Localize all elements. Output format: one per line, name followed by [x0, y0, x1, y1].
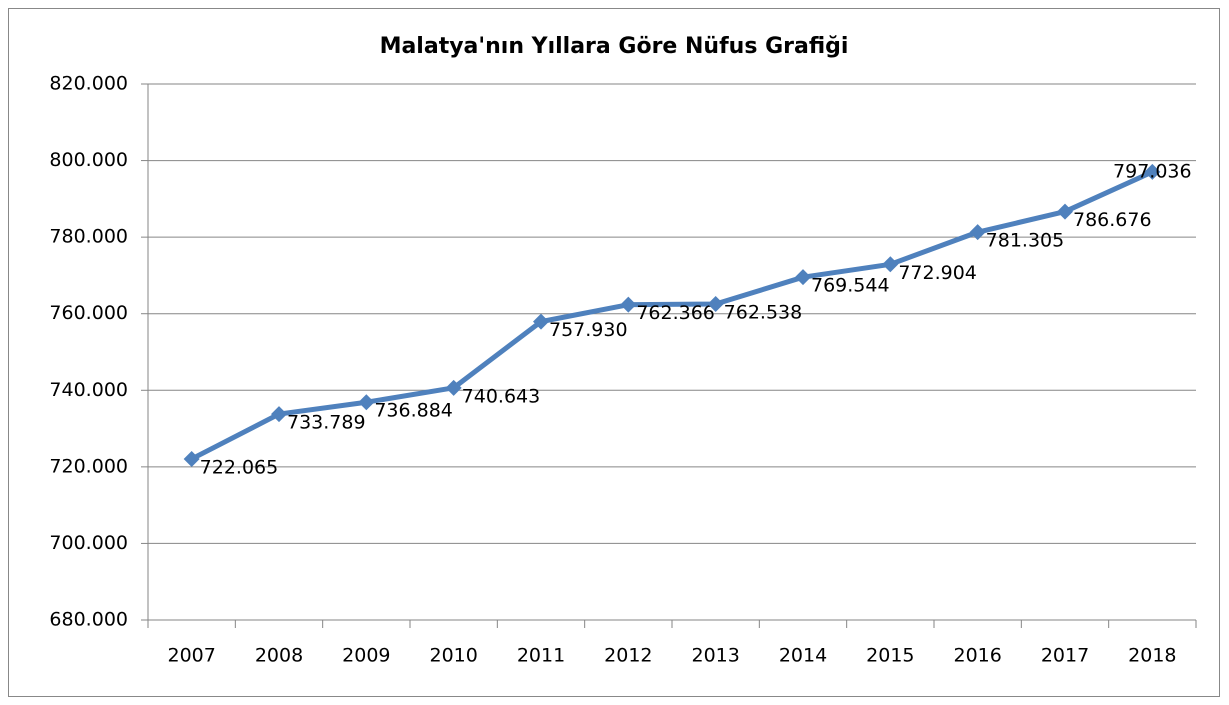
marker — [882, 256, 899, 273]
data-label: 762.538 — [724, 301, 803, 323]
data-label: 797.036 — [1113, 160, 1192, 182]
x-tick-label: 2011 — [517, 645, 565, 667]
x-tick-label: 2013 — [691, 645, 739, 667]
x-tick-label: 2016 — [953, 645, 1001, 667]
marker — [707, 295, 724, 312]
marker — [445, 379, 462, 396]
data-label: 772.904 — [898, 262, 977, 284]
marker — [1057, 203, 1073, 220]
marker — [795, 269, 811, 286]
x-tick-label: 2007 — [167, 645, 215, 667]
data-label: 722.065 — [200, 456, 279, 478]
data-label: 757.930 — [549, 319, 628, 341]
chart-border — [8, 8, 1220, 697]
data-label: 740.643 — [462, 385, 541, 407]
x-tick-label: 2008 — [255, 645, 303, 667]
data-label: 762.366 — [636, 302, 715, 324]
data-label: 769.544 — [811, 275, 890, 297]
chart-title: Malatya'nın Yıllara Göre Nüfus Grafiği — [380, 34, 849, 59]
x-tick-label: 2017 — [1041, 645, 1089, 667]
y-tick-label: 700.000 — [49, 532, 128, 554]
data-label: 786.676 — [1073, 209, 1152, 231]
y-tick-label: 740.000 — [49, 379, 128, 401]
marker — [183, 450, 200, 467]
line — [190, 169, 1154, 462]
x-tick-label: 2009 — [342, 645, 390, 667]
marker — [620, 296, 637, 313]
marker — [358, 394, 375, 411]
x-tick-label: 2012 — [604, 645, 652, 667]
y-tick-label: 680.000 — [49, 609, 128, 631]
y-tick-label: 720.000 — [49, 455, 128, 477]
x-tick-label: 2018 — [1128, 645, 1176, 667]
marker — [1144, 163, 1161, 180]
data-label: 736.884 — [374, 400, 453, 422]
x-tick-label: 2010 — [429, 645, 477, 667]
marker — [533, 313, 549, 330]
data-label: 781.305 — [986, 230, 1065, 252]
y-tick-label: 780.000 — [49, 226, 128, 248]
x-tick-label: 2015 — [866, 645, 914, 667]
y-tick-label: 760.000 — [49, 302, 128, 324]
y-tick-label: 800.000 — [49, 149, 128, 171]
x-tick-label: 2014 — [779, 645, 827, 667]
marker — [271, 406, 287, 423]
y-tick-label: 820.000 — [49, 73, 128, 95]
data-label: 733.789 — [287, 412, 366, 434]
marker — [969, 224, 986, 241]
